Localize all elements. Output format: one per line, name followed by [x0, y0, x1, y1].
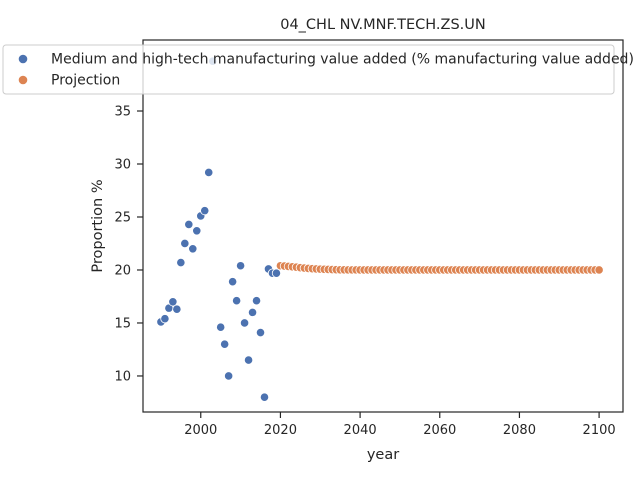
chart-title: 04_CHL NV.MNF.TECH.ZS.UN: [280, 17, 486, 33]
data-point-observed: [232, 296, 242, 306]
data-point-observed: [259, 392, 270, 402]
y-tick-label: 10: [114, 369, 131, 384]
plot-frame: [142, 39, 624, 413]
legend-marker-series-1: [17, 53, 29, 65]
data-point-observed: [220, 339, 230, 349]
y-tick-label: 15: [114, 316, 131, 331]
data-point-observed: [188, 244, 198, 254]
data-point-observed: [192, 226, 202, 236]
x-tick-label: 2040: [344, 423, 377, 438]
data-point-observed: [251, 296, 262, 306]
legend-marker-series-2: [17, 74, 29, 86]
x-tick-label: 2080: [503, 423, 536, 438]
y-tick-label: 25: [114, 210, 131, 225]
y-tick-label: 35: [114, 105, 131, 120]
x-axis-label: year: [367, 447, 399, 463]
data-point-observed: [168, 297, 178, 307]
data-point-observed: [172, 304, 182, 314]
y-axis: 10 15 20 25 30 35: [114, 105, 143, 384]
data-point-observed: [204, 167, 214, 178]
x-tick-label: 2000: [184, 423, 217, 438]
data-point-observed: [216, 322, 226, 332]
data-point-observed: [200, 206, 210, 216]
y-tick-label: 20: [114, 263, 131, 278]
data-point-observed: [180, 238, 190, 249]
data-point-observed: [239, 318, 250, 328]
data-point-observed: [176, 257, 186, 268]
legend-label-series-2: Projection: [51, 73, 120, 89]
data-point-observed: [243, 355, 254, 365]
legend: Medium and high-tech manufacturing value…: [2, 44, 634, 95]
x-tick-label: 2060: [423, 423, 456, 438]
y-axis-label: Proportion %: [90, 179, 106, 272]
data-point-observed: [235, 261, 246, 271]
y-tick-label: 30: [114, 158, 131, 173]
x-tick-label: 2020: [264, 423, 297, 438]
data-point-observed: [160, 314, 170, 324]
x-axis: 2000 2020 2040 2060 2080 2100: [184, 412, 616, 438]
data-point-observed: [228, 277, 238, 287]
x-tick-label: 2100: [583, 423, 616, 438]
data-point-projection: [594, 265, 604, 275]
data-point-observed: [255, 327, 266, 338]
data-points: [156, 56, 604, 402]
data-point-observed: [247, 307, 258, 317]
data-point-observed: [224, 371, 234, 381]
data-point-observed: [184, 219, 194, 230]
data-point-observed: [271, 268, 282, 278]
legend-box: [2, 44, 615, 95]
legend-label-series-1: Medium and high-tech manufacturing value…: [51, 52, 634, 68]
